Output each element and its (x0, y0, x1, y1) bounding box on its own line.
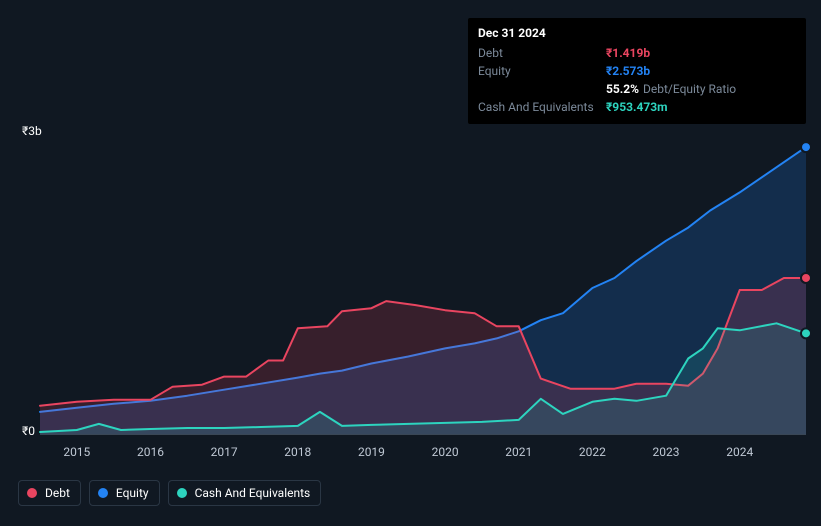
tooltip-label: Debt (478, 45, 606, 61)
legend-item[interactable]: Cash And Equivalents (168, 480, 322, 506)
tooltip-value: ₹2.573b (606, 63, 650, 79)
x-tick: 2023 (653, 445, 680, 459)
tooltip-label: Cash And Equivalents (478, 99, 606, 115)
chart-legend: Debt Equity Cash And Equivalents (18, 480, 321, 506)
tooltip-value: ₹953.473m (606, 99, 668, 115)
legend-dot-icon (27, 488, 37, 498)
legend-label: Equity (116, 486, 149, 500)
tooltip-row: 55.2%Debt/Equity Ratio (478, 80, 796, 98)
tooltip-value: ₹1.419b (606, 45, 650, 61)
x-tick: 2019 (358, 445, 385, 459)
y-tick-top: ₹3b (22, 124, 42, 138)
x-tick: 2022 (579, 445, 606, 459)
tooltip-title: Dec 31 2024 (478, 24, 796, 44)
tooltip-value: 55.2%Debt/Equity Ratio (606, 81, 736, 97)
x-tick: 2017 (211, 445, 238, 459)
tooltip-row: Cash And Equivalents₹953.473m (478, 98, 796, 116)
y-tick-bottom: ₹0 (22, 424, 35, 438)
tooltip-suffix: Debt/Equity Ratio (643, 82, 736, 96)
x-tick: 2015 (63, 445, 90, 459)
chart-tooltip: Dec 31 2024 Debt₹1.419bEquity₹2.573b55.2… (468, 18, 806, 124)
legend-dot-icon (98, 488, 108, 498)
x-tick: 2016 (137, 445, 164, 459)
tooltip-row: Debt₹1.419b (478, 44, 796, 62)
tooltip-label: Equity (478, 63, 606, 79)
legend-item[interactable]: Equity (89, 480, 160, 506)
legend-item[interactable]: Debt (18, 480, 81, 506)
tooltip-row: Equity₹2.573b (478, 62, 796, 80)
x-tick: 2024 (726, 445, 753, 459)
x-axis-labels: 2015 2016 2017 2018 2019 2020 2021 2022 2023 2024 (0, 445, 821, 465)
x-tick: 2018 (284, 445, 311, 459)
tooltip-label (478, 81, 606, 97)
x-tick: 2021 (505, 445, 532, 459)
legend-label: Cash And Equivalents (195, 486, 311, 500)
x-tick: 2020 (432, 445, 459, 459)
legend-label: Debt (45, 486, 70, 500)
legend-dot-icon (177, 488, 187, 498)
